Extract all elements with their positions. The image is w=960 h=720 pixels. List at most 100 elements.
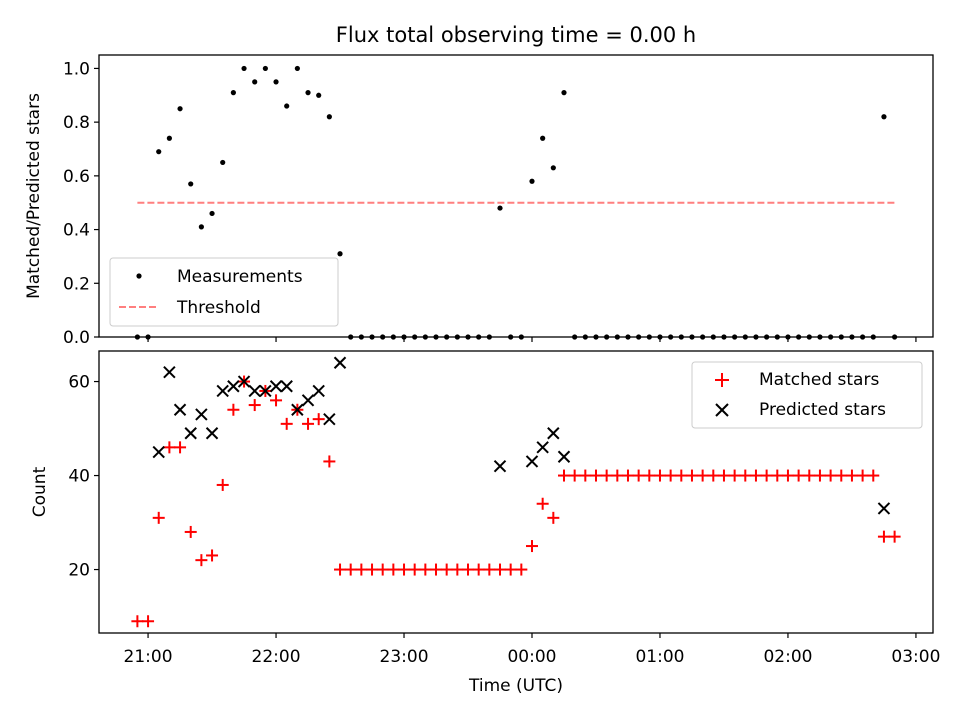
measurement-point — [241, 65, 247, 72]
matched-star-point — [419, 563, 432, 576]
x-axis-label: Time (UTC) — [468, 676, 563, 696]
measurement-point — [497, 205, 503, 211]
predicted-star-point — [280, 380, 293, 393]
matched-star-point — [355, 563, 368, 576]
predicted-star-point — [525, 455, 539, 468]
measurement-point — [273, 79, 279, 85]
legend-matched-stars-marker — [715, 373, 729, 387]
matched-star-point — [216, 478, 229, 491]
matched-star-point — [579, 469, 592, 482]
matched-star-point — [867, 469, 880, 482]
measurement-point — [529, 178, 535, 184]
matched-star-point — [707, 469, 720, 482]
matched-star-point — [440, 563, 453, 576]
matched-star-point — [387, 563, 400, 576]
top-y-tick-label: 0.8 — [63, 113, 90, 133]
predicted-star-point — [173, 403, 187, 416]
matched-star-point — [696, 469, 709, 482]
predicted-star-point — [259, 384, 272, 398]
top-y-tick-label: 0.2 — [63, 274, 90, 294]
legend-measurements-marker — [136, 273, 142, 279]
legend-threshold-label: Threshold — [176, 298, 261, 318]
matched-star-point — [472, 563, 485, 576]
matched-star-point — [312, 413, 325, 426]
predicted-star-point — [237, 375, 251, 388]
matched-star-point — [611, 469, 624, 482]
legend-predicted-stars-label: Predicted stars — [759, 400, 886, 420]
matched-star-point — [462, 563, 475, 576]
measurement-point — [156, 149, 162, 155]
x-tick-label: 21:00 — [124, 647, 173, 667]
measurement-point — [166, 135, 172, 141]
matched-star-point — [131, 615, 144, 628]
matched-star-point — [483, 563, 496, 576]
matched-star-point — [664, 469, 677, 482]
matched-star-point — [344, 563, 357, 576]
measurement-point — [294, 65, 300, 72]
matched-star-point — [792, 469, 805, 482]
matched-star-point — [494, 563, 507, 576]
legend-matched-stars-label: Matched stars — [759, 370, 879, 390]
bottom-x-axis: 21:00 22:00 23:00 00:00 01:00 02:00 03:00 — [124, 633, 940, 667]
matched-star-point — [824, 469, 837, 482]
matched-star-point — [600, 469, 613, 482]
measurement-point — [540, 135, 546, 141]
x-tick-label: 00:00 — [507, 647, 556, 667]
bottom-y-axis: 20 40 60 — [68, 373, 99, 581]
x-tick-label: 01:00 — [635, 647, 684, 667]
predicted-star-point — [152, 445, 165, 459]
matched-star-point — [515, 563, 528, 576]
measurement-point — [550, 165, 556, 171]
predicted-star-point — [333, 356, 347, 369]
matched-star-point — [152, 511, 165, 524]
measurement-point — [188, 181, 194, 187]
matched-star-point — [248, 399, 261, 412]
measurement-point — [284, 103, 290, 109]
predicted-star-point — [195, 408, 208, 421]
matched-star-point — [525, 540, 538, 553]
top-y-tick-label: 0.6 — [63, 167, 90, 187]
matched-star-point — [717, 469, 730, 482]
matched-star-point — [163, 441, 176, 454]
matched-star-point — [877, 530, 890, 543]
measurement-point — [881, 114, 887, 120]
predicted-star-point — [547, 427, 560, 440]
predicted-star-point — [291, 403, 304, 416]
matched-star-point — [621, 469, 634, 482]
bottom-plot-marks — [131, 356, 901, 628]
matched-star-point — [206, 549, 219, 562]
measurement-point — [209, 210, 215, 217]
matched-star-point — [589, 469, 602, 482]
matched-star-point — [749, 469, 762, 482]
top-y-tick-label: 0.0 — [63, 328, 90, 348]
matched-star-point — [632, 469, 645, 482]
matched-star-point — [451, 563, 464, 576]
predicted-star-point — [312, 384, 325, 398]
top-y-axis: 0.0 0.2 0.4 0.6 0.8 1.0 — [63, 59, 99, 348]
predicted-star-point — [227, 380, 240, 393]
x-tick-label: 23:00 — [380, 647, 429, 667]
matched-star-point — [547, 511, 560, 524]
matched-star-point — [323, 455, 336, 468]
matched-star-point — [227, 403, 240, 416]
bottom-y-tick-label: 20 — [68, 561, 90, 581]
top-legend: Measurements Threshold — [109, 257, 339, 327]
matched-star-point — [781, 469, 794, 482]
predicted-star-point — [205, 427, 219, 440]
bottom-plot-frame — [98, 350, 934, 634]
x-tick-label: 03:00 — [891, 647, 940, 667]
matched-star-point — [856, 469, 869, 482]
measurement-point — [252, 79, 258, 85]
matched-star-point — [845, 469, 858, 482]
measurement-point — [316, 92, 322, 98]
bottom-y-axis-label: Count — [30, 466, 50, 517]
predicted-star-point — [216, 384, 229, 398]
predicted-star-point — [184, 427, 197, 440]
matched-star-point — [653, 469, 666, 482]
measurement-point — [198, 224, 204, 230]
top-plot-frame — [98, 54, 934, 338]
measurement-point — [230, 90, 236, 96]
predicted-star-point — [301, 394, 315, 407]
